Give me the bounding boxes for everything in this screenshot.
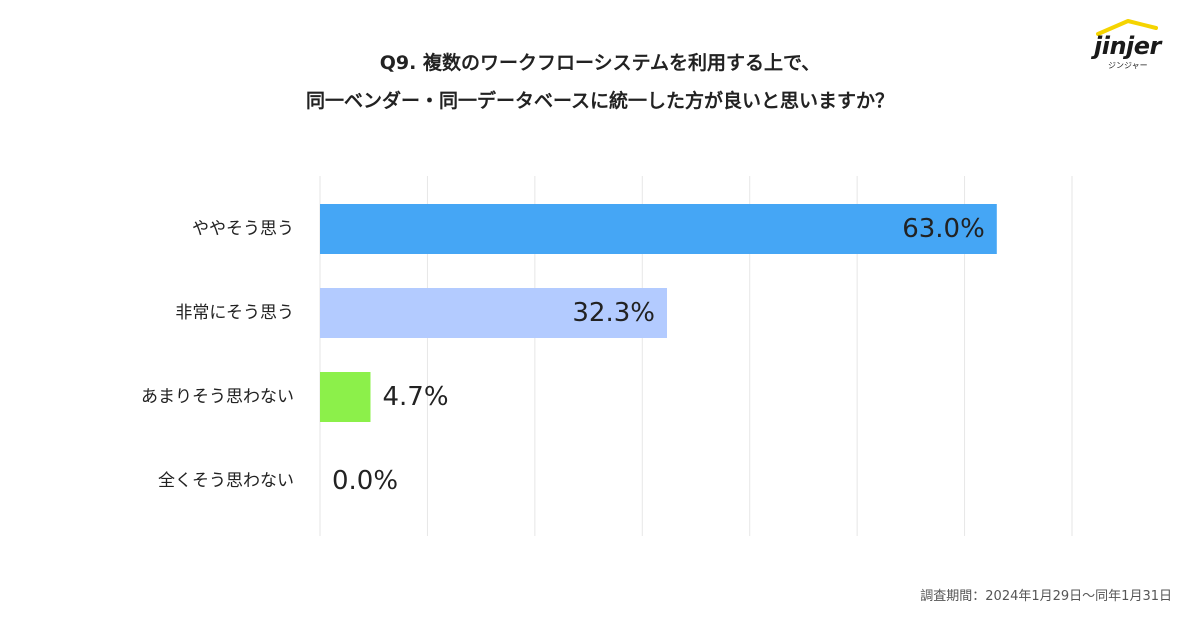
- logo-subtext: ジンジャー: [1108, 61, 1148, 70]
- roof-icon: [1096, 19, 1158, 36]
- value-label: 0.0%: [332, 466, 398, 496]
- value-label: 32.3%: [572, 298, 655, 328]
- bar: [320, 372, 371, 422]
- logo-wordmark: jinjer: [1094, 32, 1161, 60]
- value-label: 63.0%: [902, 214, 985, 244]
- category-label: あまりそう思わない: [141, 387, 294, 407]
- bar: [320, 204, 997, 254]
- category-label: 全くそう思わない: [158, 471, 294, 491]
- title-line-1: Q9. 複数のワークフローシステムを利用する上で、: [379, 52, 821, 74]
- title-line-2: 同一ベンダー・同一データベースに統一した方が良いと思いますか？: [305, 90, 895, 112]
- brand-logo[interactable]: jinjer ジンジャー: [1086, 18, 1176, 74]
- chart-title: Q9. 複数のワークフローシステムを利用する上で、 同一ベンダー・同一データベー…: [200, 44, 1000, 120]
- category-label: 非常にそう思う: [175, 303, 294, 323]
- value-label: 4.7%: [382, 382, 448, 412]
- category-label: ややそう思う: [192, 219, 294, 239]
- bar: [320, 288, 667, 338]
- survey-period-note: 調査期間：2024年1月29日～同年1月31日: [920, 589, 1172, 604]
